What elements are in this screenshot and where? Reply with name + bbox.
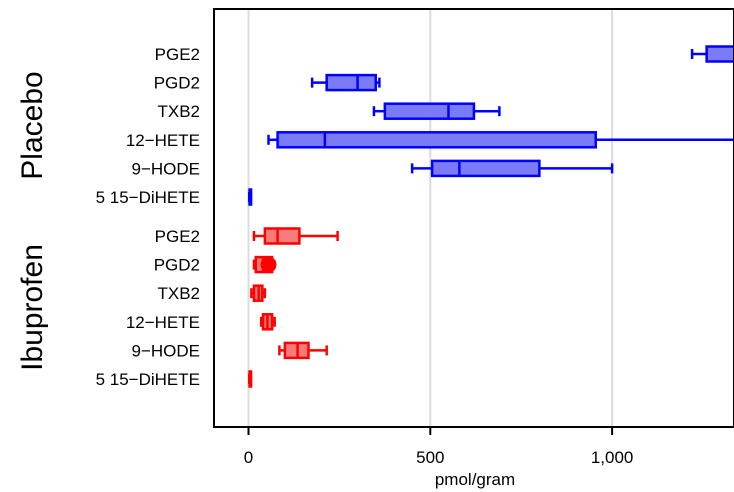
category-label: 5 15−DiHETE <box>96 370 200 389</box>
category-label: 9−HODE <box>132 341 201 360</box>
category-label: TXB2 <box>157 102 200 121</box>
category-label: TXB2 <box>157 284 200 303</box>
box-row <box>278 341 328 360</box>
group-label: Placebo <box>16 71 49 179</box>
category-label: 9−HODE <box>132 159 201 178</box>
grid-lines <box>247 9 614 427</box>
category-label: PGD2 <box>154 256 200 275</box>
category-labels: PGE2 PGD2 TXB2 12−HETE 9−HODE 5 15−DiHETE PGE2… <box>96 45 200 389</box>
category-label: PGE2 <box>155 45 200 64</box>
category-label: PGE2 <box>155 227 200 246</box>
box-row <box>247 188 253 206</box>
box-plots <box>247 45 734 388</box>
box <box>325 73 378 92</box>
category-label: 12−HETE <box>126 313 200 332</box>
box-row <box>250 284 267 302</box>
box <box>276 131 597 149</box>
box-row <box>252 227 339 245</box>
group-labels: Placebo Ibuprofen <box>16 71 49 371</box>
category-label: PGD2 <box>154 74 200 93</box>
box <box>383 102 476 120</box>
box-row <box>252 255 277 274</box>
x-axis-title: pmol/gram <box>435 470 515 489</box>
box-row <box>310 73 381 92</box>
box-row <box>267 131 734 149</box>
box-row <box>410 159 614 178</box>
box <box>705 45 734 63</box>
category-label: 5 15−DiHETE <box>96 188 200 207</box>
box-row <box>247 370 253 388</box>
category-label: 12−HETE <box>126 131 200 150</box>
box-row <box>690 45 734 63</box>
plot-frame <box>213 8 734 428</box>
box-row <box>372 102 501 120</box>
x-tick-label: 500 <box>416 448 444 467</box>
group-label: Ibuprofen <box>16 244 49 371</box>
outlier-marker <box>260 256 277 273</box>
x-tick-label: 0 <box>244 448 253 467</box>
x-tick-label: 1,000 <box>591 448 634 467</box>
box <box>430 159 541 178</box>
box-row <box>259 313 276 331</box>
box <box>263 227 301 245</box>
